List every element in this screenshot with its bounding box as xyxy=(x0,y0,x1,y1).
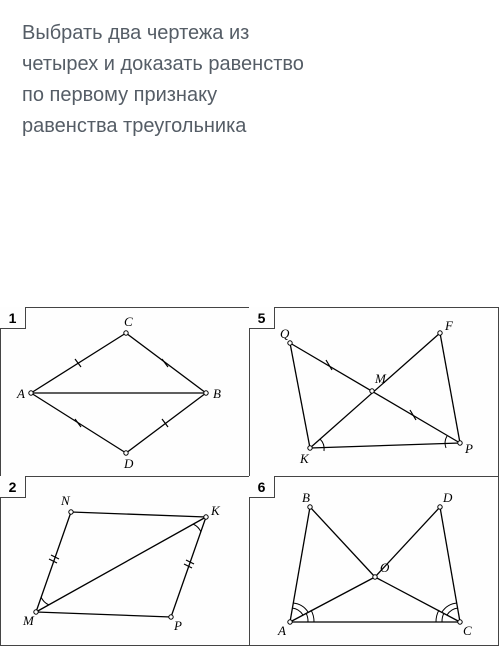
prompt-line-2: четырех и доказать равенство xyxy=(22,49,478,80)
prompt-line-1: Выбрать два чертежа из xyxy=(22,18,478,49)
label-A: A xyxy=(277,623,286,638)
diagram-5: Q F K P M xyxy=(250,308,500,478)
prompt-line-4: равенства треугольника xyxy=(22,111,478,142)
prompt-line-3: по первому признаку xyxy=(22,80,478,111)
problem-text: Выбрать два чертежа из четырех и доказат… xyxy=(0,0,500,152)
label-D: D xyxy=(442,490,453,505)
label-K: K xyxy=(299,451,310,466)
diagram-2: N K M P xyxy=(1,477,251,647)
label-C: C xyxy=(463,623,472,638)
diagram-1: A C B D xyxy=(1,308,251,478)
cell-5: 5 Q F K P M xyxy=(249,307,499,477)
label-Q: Q xyxy=(280,326,290,341)
cell-6: 6 B D A C O xyxy=(249,476,499,646)
label-C: C xyxy=(124,314,133,329)
label-A: A xyxy=(16,386,25,401)
label-K: K xyxy=(210,503,221,518)
cell-2: 2 N K M P xyxy=(0,476,250,646)
label-B: B xyxy=(302,490,310,505)
cell-number-5: 5 xyxy=(249,307,275,329)
label-B: B xyxy=(213,386,221,401)
cell-1: 1 A C B D xyxy=(0,307,250,477)
label-N: N xyxy=(60,493,71,508)
cell-number-2: 2 xyxy=(0,476,26,498)
label-F: F xyxy=(444,318,454,333)
label-P: P xyxy=(464,441,473,456)
cell-number-6: 6 xyxy=(249,476,275,498)
label-M: M xyxy=(374,371,387,386)
label-D: D xyxy=(123,456,134,471)
label-P: P xyxy=(173,618,182,633)
diagram-6: B D A C O xyxy=(250,477,500,647)
cell-number-1: 1 xyxy=(0,307,26,329)
label-O: O xyxy=(380,560,390,575)
label-M: M xyxy=(22,613,35,628)
